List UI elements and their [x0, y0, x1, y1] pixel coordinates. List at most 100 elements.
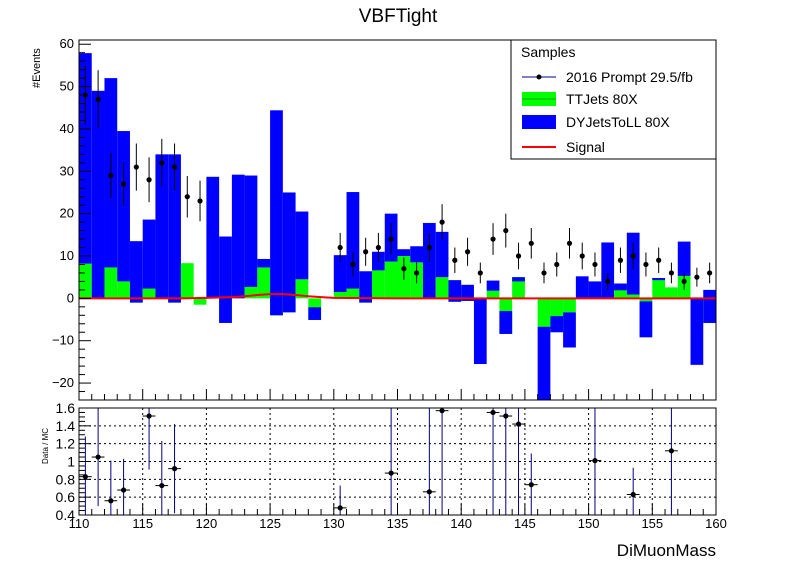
ratio-point: [592, 458, 598, 464]
dyjets-bar: [601, 242, 615, 299]
dyjets-bar: [690, 298, 704, 365]
signal-curve: [79, 293, 716, 300]
data-point: [694, 274, 700, 280]
x-tick-label: 115: [132, 516, 153, 531]
ttjets-bar: [346, 288, 360, 299]
ttjets-bar: [372, 270, 385, 299]
data-point: [350, 261, 356, 268]
dyjets-bar: [117, 131, 130, 282]
ratio-y-tick-label: 0.4: [56, 507, 76, 523]
ratio-point: [439, 408, 445, 414]
dyjets-bar: [461, 284, 474, 301]
data-marker-icon: [536, 74, 542, 80]
dyjets-swatch-icon: [522, 115, 556, 129]
x-axis-label: DiMuonMass: [617, 541, 716, 560]
dyjets-bar: [282, 192, 296, 313]
dyjets-bar: [257, 258, 271, 268]
ratio-y-tick-label: 1: [67, 454, 75, 470]
data-point: [401, 266, 407, 272]
ratio-point: [630, 491, 636, 498]
dyjets-bar: [550, 316, 564, 333]
data-point: [337, 244, 343, 251]
data-point: [681, 278, 687, 285]
ttjets-bar: [142, 288, 156, 299]
ttjets-bar: [257, 267, 271, 299]
dyjets-bar: [219, 236, 232, 323]
data-point: [490, 236, 496, 242]
ttjets-bar: [180, 263, 194, 299]
data-point: [363, 249, 369, 255]
data-point: [414, 270, 420, 276]
ratio-x-axis: 110 115 120 125 130 135 140 145 150 155 160: [69, 504, 727, 531]
ratio-point: [95, 454, 101, 460]
dyjets-bar: [359, 271, 373, 303]
data-points: [82, 65, 713, 290]
y-tick-label: 10: [60, 248, 74, 263]
ratio-point: [120, 487, 127, 493]
ratio-point: [337, 505, 343, 511]
data-point: [656, 257, 662, 263]
data-point: [426, 244, 432, 251]
ratio-point: [171, 466, 178, 472]
data-point: [388, 236, 394, 242]
y-tick-label: 60: [60, 36, 74, 51]
dyjets-bar: [588, 281, 602, 299]
dyjets-bar: [448, 280, 462, 302]
ratio-y-axis: 0.4 0.6 0.81 1.2 1.4 1.6: [56, 400, 91, 523]
data-point: [452, 257, 458, 263]
data-point: [617, 257, 624, 263]
ratio-point: [668, 448, 675, 454]
ratio-point: [490, 409, 496, 416]
x-tick-label: 135: [387, 516, 409, 531]
dyjets-bar: [652, 278, 666, 281]
data-point: [159, 160, 165, 166]
ttjets-bar: [486, 290, 500, 299]
ratio-points: [79, 408, 678, 515]
x-tick-label: 145: [514, 516, 536, 531]
ratio-point: [503, 413, 509, 419]
ttjets-bar: [626, 294, 640, 299]
ratio-y-tick-label: 1.2: [56, 436, 76, 452]
data-point: [668, 270, 675, 276]
data-point: [566, 240, 573, 246]
ttjets-bar: [193, 298, 207, 305]
ttjets-bar: [537, 298, 551, 327]
data-point: [503, 227, 509, 234]
ttjets-bar: [384, 261, 398, 299]
ttjets-bar: [117, 281, 130, 299]
data-point: [82, 92, 88, 98]
data-point: [171, 164, 178, 170]
legend-item-dyjets: DYJetsToLL 80X: [522, 114, 670, 130]
ratio-point: [388, 470, 394, 476]
dyjets-bar: [410, 246, 423, 263]
dyjets-bar: [486, 280, 500, 291]
dyjets-bar: [575, 276, 589, 299]
dyjets-bar: [473, 298, 487, 364]
ratio-point: [108, 498, 114, 504]
data-point: [515, 253, 522, 259]
main-plot: −20 −10 0 10 20 30 40 50 60 #Events: [31, 36, 717, 401]
dyjets-bar: [206, 176, 220, 299]
dyjets-bar: [435, 231, 449, 278]
data-point: [477, 270, 483, 276]
legend: Samples 2016 Prompt 29.5/fb TTJets 80X D…: [510, 39, 717, 160]
data-point: [108, 172, 114, 179]
x-tick-label: 160: [705, 516, 727, 531]
y-tick-label: 30: [60, 163, 74, 178]
ttjets-bar: [665, 287, 678, 299]
dyjets-bar: [512, 277, 525, 282]
legend-label-ttjets: TTJets 80X: [566, 91, 638, 107]
legend-item-ttjets: TTJets 80X: [522, 91, 638, 107]
y-tick-label: −20: [52, 375, 74, 390]
data-point: [375, 244, 381, 251]
dyjets-bar: [703, 289, 716, 323]
dyjets-bar: [231, 174, 245, 299]
ratio-y-tick-label: 0.8: [56, 471, 76, 487]
ratio-point: [159, 482, 165, 489]
x-tick-label: 155: [641, 516, 663, 531]
data-point: [592, 261, 598, 268]
ttjets-bar: [104, 267, 118, 299]
dyjets-bar: [677, 241, 691, 276]
legend-label-data: 2016 Prompt 29.5/fb: [566, 69, 693, 85]
